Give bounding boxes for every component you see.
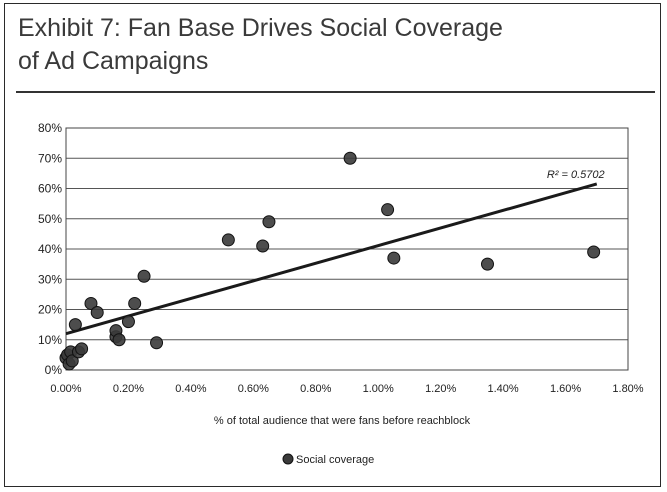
tick-labels: 0% 10% 20% 30% 40% 50% 60% 70% 80% 0.00% 0.20% 0.40… (38, 121, 644, 395)
x-tick-label: 1.40% (488, 383, 519, 395)
data-point (381, 203, 395, 217)
y-tick-label: 80% (38, 121, 62, 135)
exhibit-frame (4, 3, 661, 487)
x-tick-label: 0.60% (238, 383, 269, 395)
exhibit-title-line-1: Exhibit 7: Fan Base Drives Social Covera… (18, 14, 503, 42)
exhibit-title: Exhibit 7: Fan Base Drives Social Covera… (18, 12, 618, 78)
y-tick-label: 30% (38, 272, 62, 286)
x-axis-title: % of total audience that were fans befor… (214, 415, 471, 427)
data-point (587, 245, 601, 259)
y-tick-label: 70% (38, 151, 62, 165)
data-point (68, 318, 82, 332)
exhibit-title-line-2: of Ad Campaigns (18, 47, 209, 75)
data-point (387, 251, 401, 265)
data-point (150, 336, 164, 350)
plot-area-border (65, 127, 629, 371)
title-divider (16, 91, 655, 93)
x-tick-label: 1.20% (425, 383, 456, 395)
data-point (481, 257, 494, 271)
axes (65, 127, 629, 371)
data-point (112, 333, 126, 347)
r-squared-label: R² = 0.5702 (547, 169, 605, 181)
legend-label: Social coverage (296, 454, 374, 466)
data-point (256, 239, 270, 253)
trendline (65, 182, 598, 336)
x-tick-label: 0.00% (50, 383, 81, 395)
x-tick-label: 0.20% (113, 383, 144, 395)
x-tick-label: 0.40% (175, 383, 206, 395)
data-point (262, 215, 276, 229)
trendline-group: R² = 0.5702 (65, 169, 605, 336)
y-tick-label: 50% (38, 212, 62, 226)
y-tick-label: 0% (45, 363, 63, 377)
legend-marker (282, 453, 294, 465)
data-point (65, 354, 79, 368)
x-tick-label: 0.80% (300, 383, 331, 395)
data-point (221, 233, 235, 247)
x-tick-label: 1.60% (550, 383, 581, 395)
x-tick-label: 1.00% (363, 383, 394, 395)
x-tick-label: 1.80% (612, 383, 643, 395)
y-tick-label: 60% (38, 182, 62, 196)
data-points (59, 151, 601, 371)
data-point (343, 151, 357, 165)
legend: Social coverage (282, 453, 374, 466)
data-point (75, 342, 89, 356)
y-tick-label: 40% (38, 242, 62, 256)
data-point (84, 296, 98, 310)
data-point (90, 306, 104, 320)
y-tick-label: 20% (38, 303, 62, 317)
data-point (128, 296, 142, 310)
data-point (121, 315, 135, 329)
y-tick-label: 10% (38, 333, 62, 347)
data-point (137, 269, 151, 283)
